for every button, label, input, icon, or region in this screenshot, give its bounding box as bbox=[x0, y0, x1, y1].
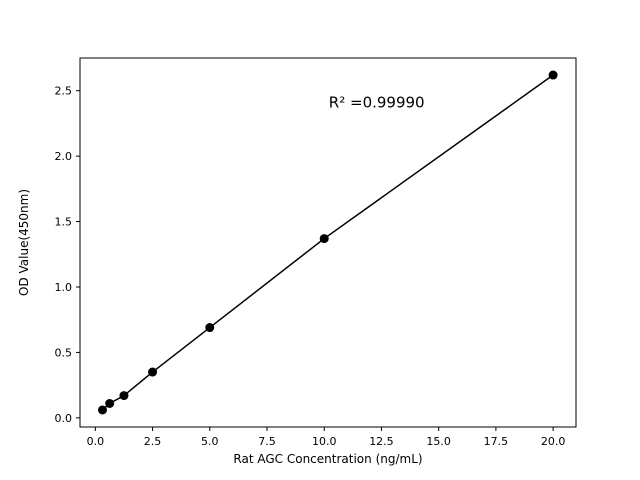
data-point bbox=[319, 234, 329, 244]
x-tick-label: 0.0 bbox=[87, 435, 105, 448]
plot-border bbox=[79, 57, 577, 428]
x-tick-label: 7.5 bbox=[258, 435, 276, 448]
x-tick-label: 2.5 bbox=[144, 435, 162, 448]
data-point bbox=[119, 391, 129, 401]
y-tick-label: 0.0 bbox=[55, 412, 73, 425]
data-point bbox=[148, 367, 158, 377]
x-tick-label: 5.0 bbox=[201, 435, 219, 448]
data-point bbox=[205, 323, 215, 333]
y-axis-label: OD Value(450nm) bbox=[17, 189, 31, 296]
x-tick-label: 17.5 bbox=[484, 435, 509, 448]
y-tick-label: 0.5 bbox=[55, 346, 73, 359]
r-squared-annotation: R² =0.99990 bbox=[329, 94, 425, 112]
x-tick-label: 10.0 bbox=[312, 435, 337, 448]
data-point bbox=[548, 70, 558, 80]
x-tick-label: 12.5 bbox=[369, 435, 394, 448]
y-tick-label: 2.0 bbox=[55, 150, 73, 163]
data-point bbox=[105, 398, 115, 408]
x-axis-label: Rat AGC Concentration (ng/mL) bbox=[233, 452, 422, 466]
y-tick-label: 2.5 bbox=[55, 85, 73, 98]
data-point bbox=[97, 405, 107, 415]
x-tick-label: 15.0 bbox=[426, 435, 451, 448]
y-tick-label: 1.0 bbox=[55, 281, 73, 294]
y-tick-label: 1.5 bbox=[55, 216, 73, 229]
x-tick-label: 20.0 bbox=[541, 435, 566, 448]
